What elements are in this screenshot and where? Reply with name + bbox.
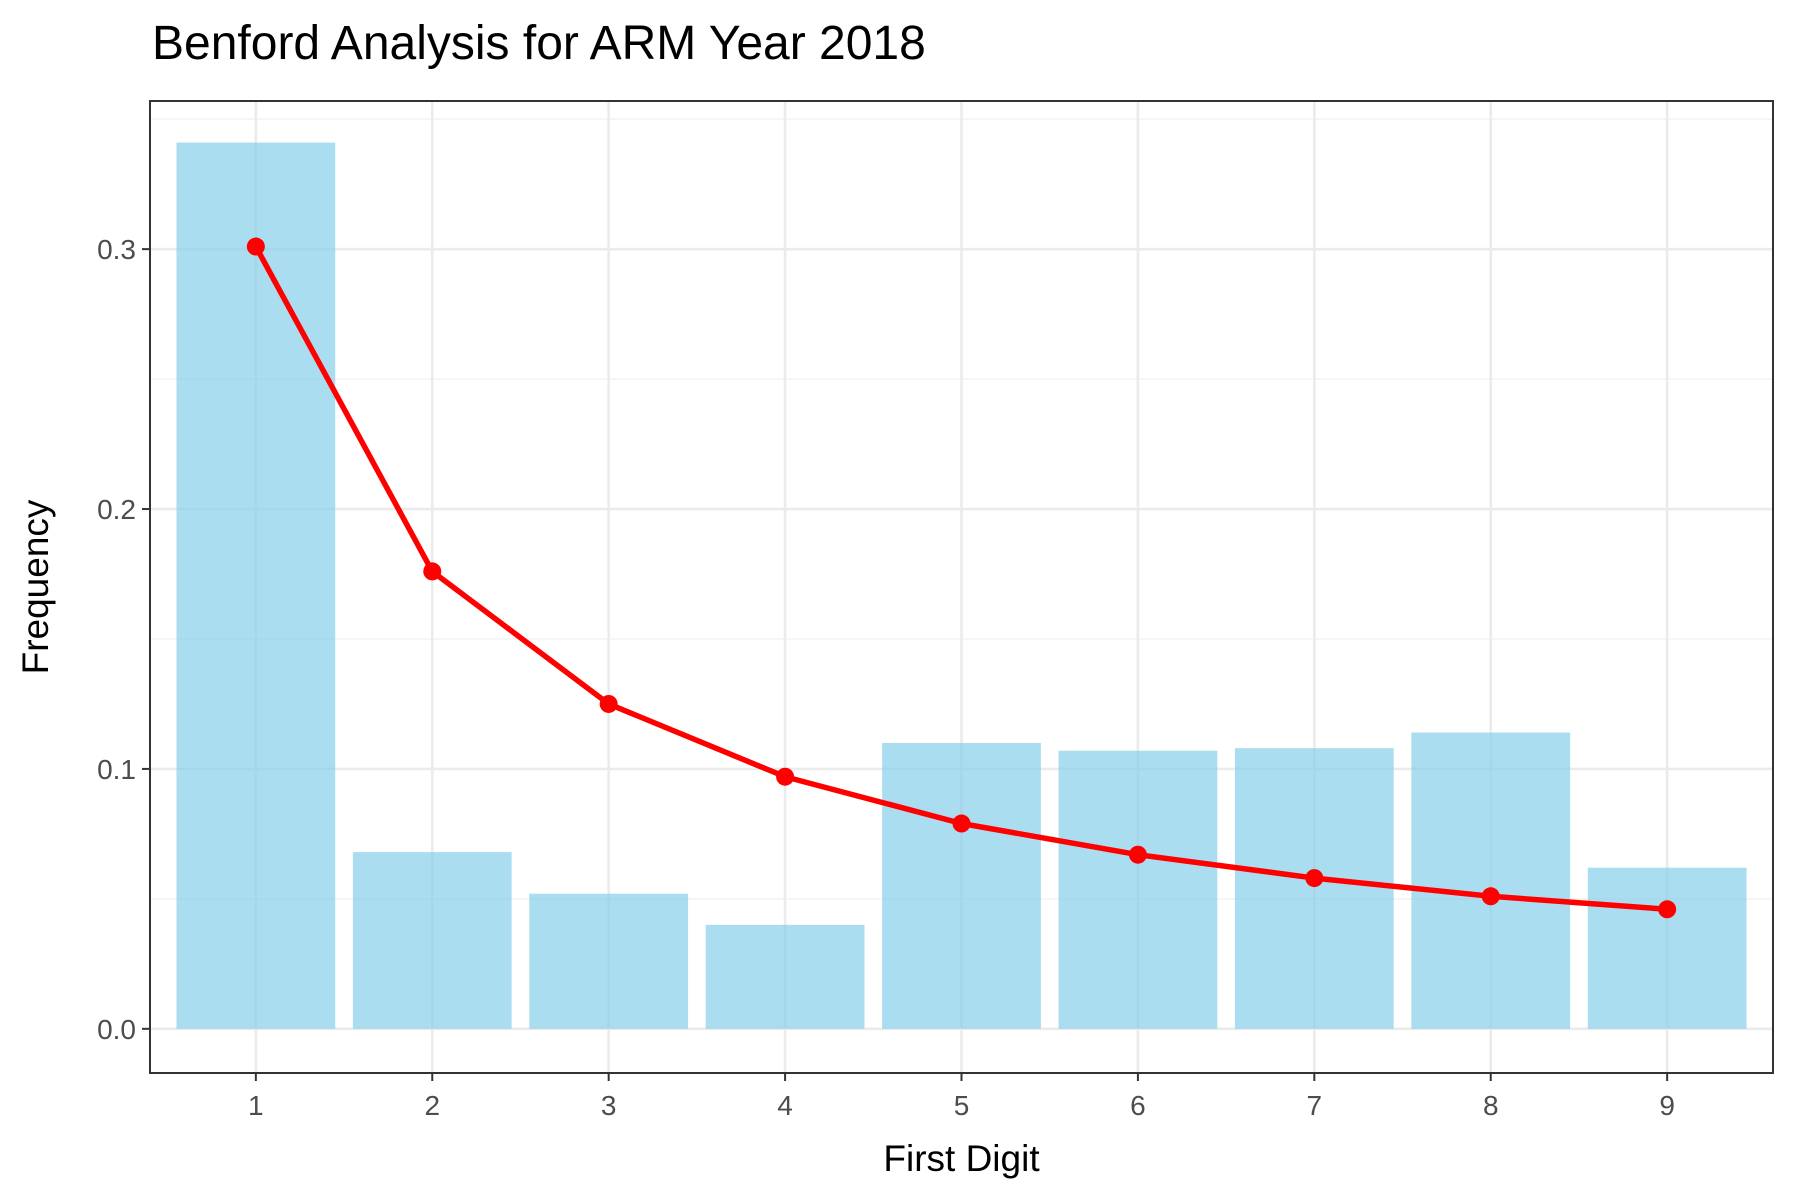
expected-point-1 — [246, 237, 265, 256]
y-axis-title: Frequency — [15, 499, 56, 674]
bar-digit-8 — [1411, 732, 1571, 1029]
expected-point-5 — [952, 814, 971, 833]
bar-digit-7 — [1234, 748, 1394, 1029]
x-tick-label: 6 — [1130, 1090, 1146, 1121]
bar-digit-6 — [1058, 750, 1218, 1029]
x-tick-label: 3 — [601, 1090, 617, 1121]
expected-point-8 — [1481, 887, 1500, 906]
x-axis-title: First Digit — [883, 1138, 1040, 1179]
x-tick-label: 5 — [954, 1090, 970, 1121]
x-tick-label: 1 — [248, 1090, 264, 1121]
expected-point-2 — [423, 562, 442, 581]
benford-expected-line — [246, 237, 1677, 919]
x-tick-label: 9 — [1659, 1090, 1675, 1121]
x-tick-label: 2 — [424, 1090, 440, 1121]
expected-point-4 — [776, 767, 795, 786]
bar-digit-3 — [529, 893, 689, 1029]
expected-point-9 — [1658, 900, 1677, 919]
observed-bars — [176, 142, 1747, 1029]
x-tick-label: 8 — [1483, 1090, 1499, 1121]
chart-title: Benford Analysis for ARM Year 2018 — [152, 17, 926, 70]
bar-digit-1 — [176, 142, 336, 1029]
expected-point-6 — [1128, 845, 1147, 864]
bar-digit-9 — [1587, 867, 1747, 1029]
x-tick-label: 4 — [777, 1090, 793, 1121]
axes: 0.0 0.1 0.2 0.3 1 2 3 4 5 6 7 8 9 — [97, 234, 1675, 1121]
bar-digit-4 — [705, 924, 865, 1029]
y-tick-label: 0.0 — [97, 1014, 136, 1045]
x-tick-label: 7 — [1307, 1090, 1323, 1121]
bar-digit-2 — [352, 852, 512, 1029]
y-tick-label: 0.2 — [97, 494, 136, 525]
bar-digit-5 — [882, 742, 1041, 1029]
y-tick-label: 0.3 — [97, 234, 136, 265]
expected-point-7 — [1305, 869, 1324, 888]
y-tick-label: 0.1 — [97, 754, 136, 785]
expected-point-3 — [599, 694, 618, 713]
